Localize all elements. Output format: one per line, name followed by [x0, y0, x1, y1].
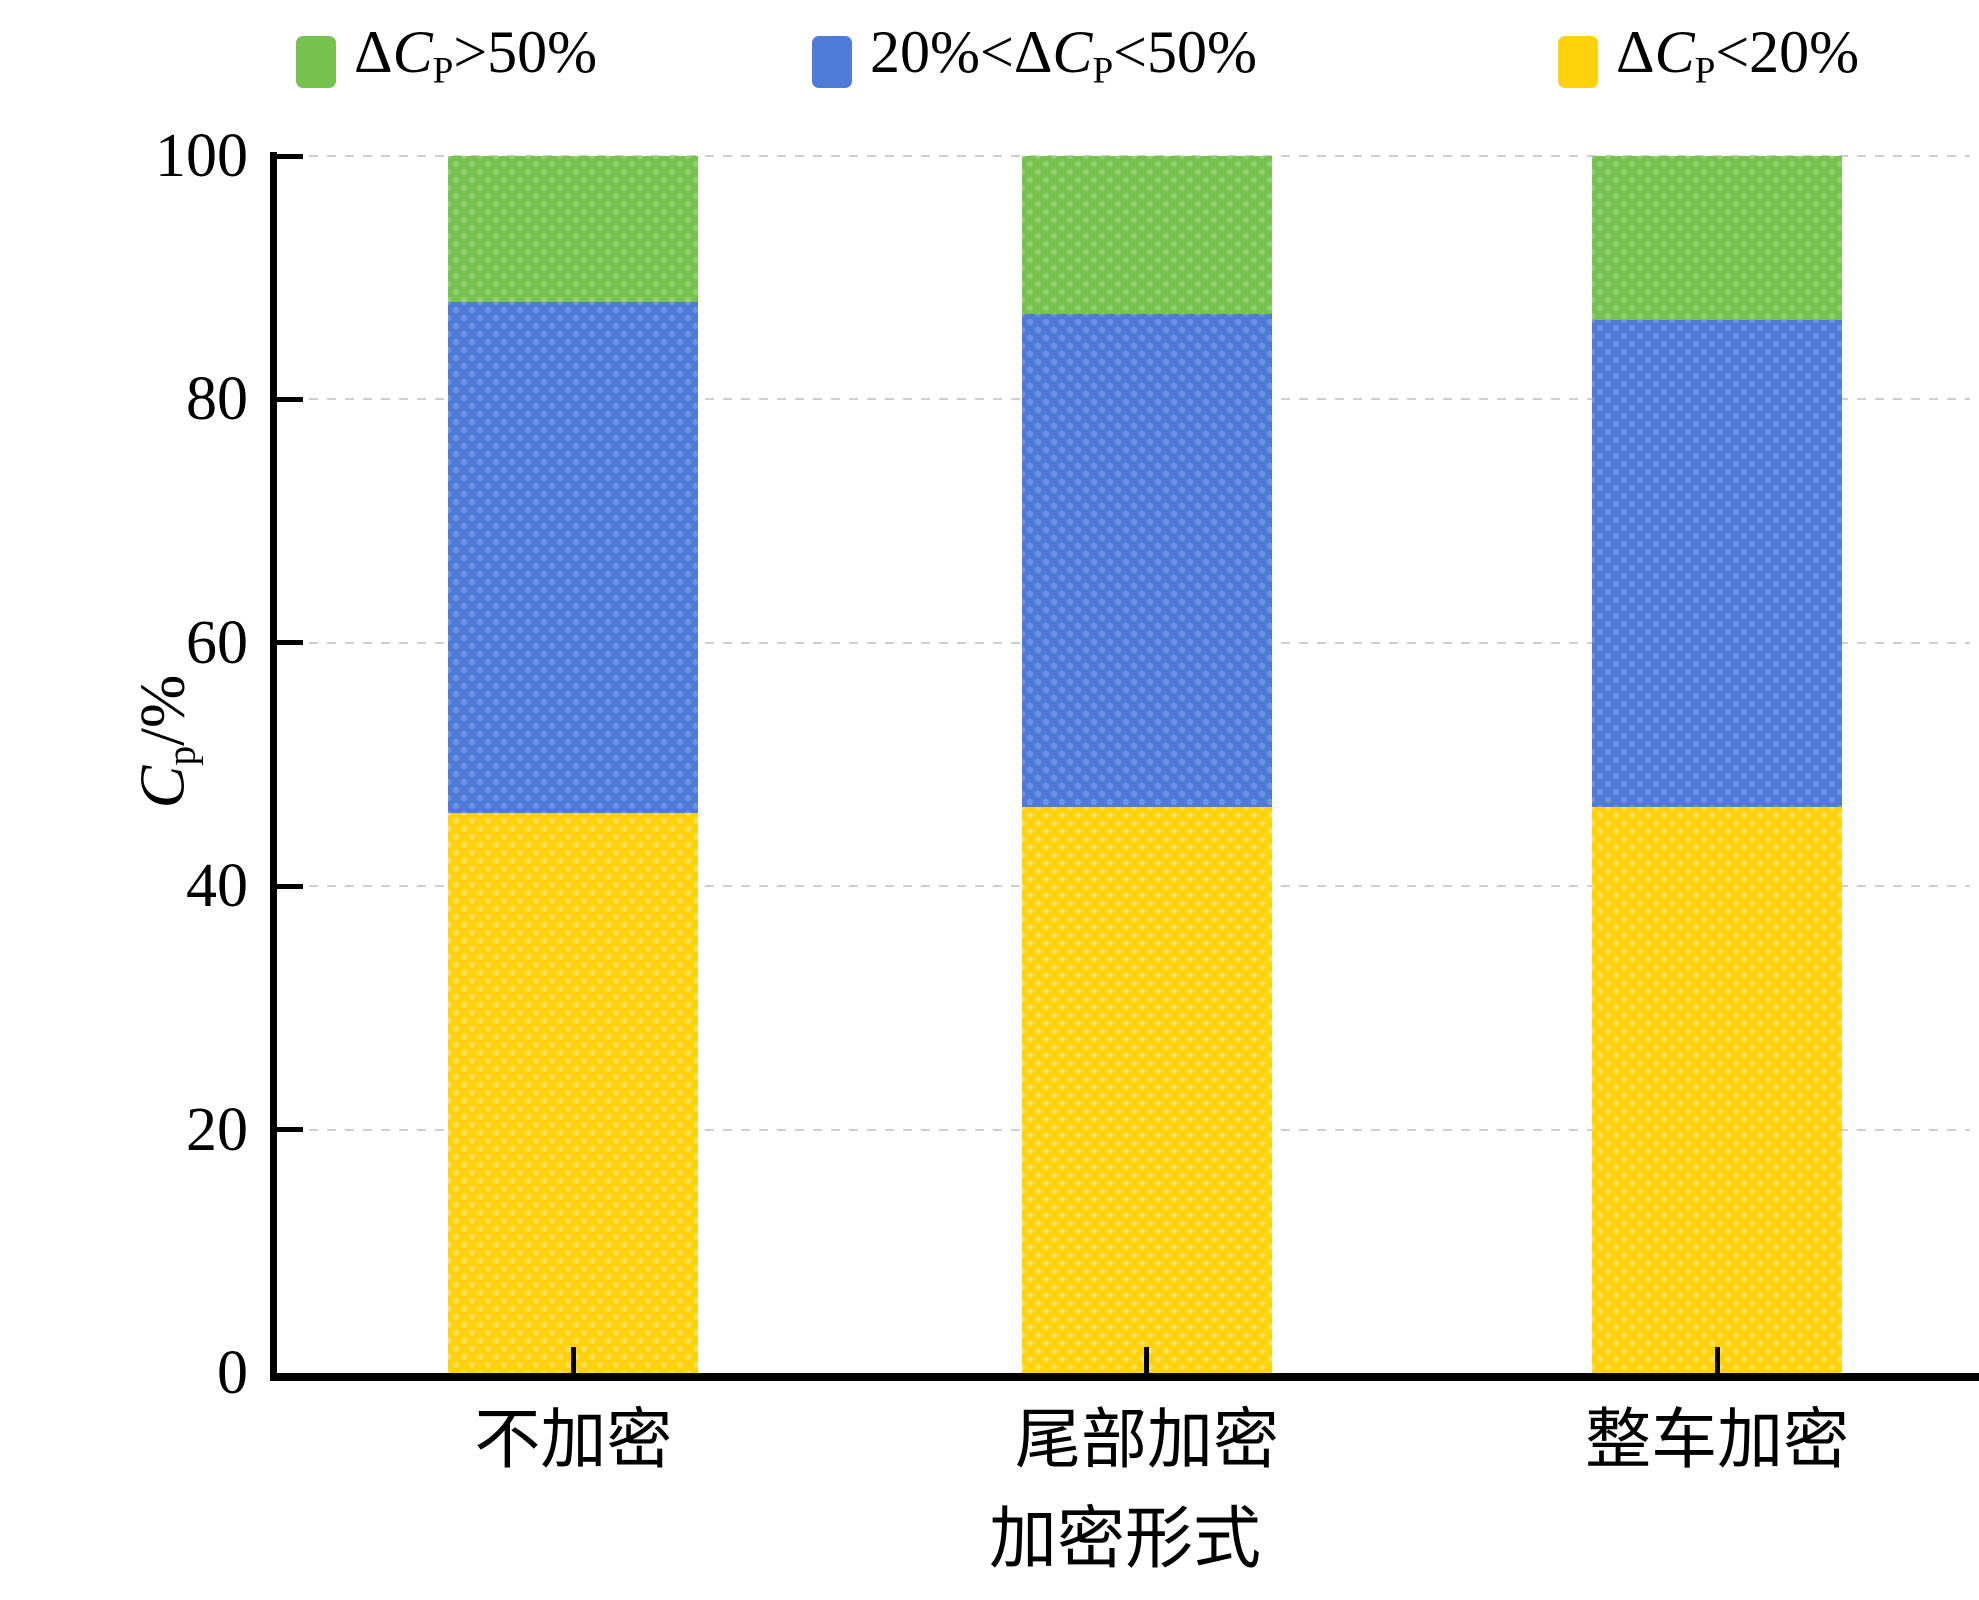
- x-category-label-整车加密: 整车加密: [1585, 1404, 1850, 1477]
- x-tick-尾部加密: [1144, 1347, 1150, 1373]
- legend-label-green: ΔCP>50%: [354, 19, 598, 92]
- x-axis-title: 加密形式: [988, 1501, 1261, 1577]
- bar-segment-不加密-ΔCP>50%: [448, 156, 699, 303]
- bar-整车加密: [1592, 156, 1843, 1373]
- legend-item-blue: 20%<ΔCP<50%: [812, 22, 1257, 101]
- legend-item-yellow: ΔCP<20%: [1558, 22, 1859, 101]
- legend-swatch-blue-icon: [812, 35, 852, 88]
- x-axis-spine: [270, 1373, 1979, 1381]
- x-category-label-尾部加密: 尾部加密: [1014, 1404, 1279, 1477]
- bar-segment-不加密-ΔCP<20%: [448, 813, 699, 1373]
- legend-label-yellow: ΔCP<20%: [1616, 19, 1860, 92]
- bar-segment-整车加密-ΔCP<20%: [1592, 807, 1843, 1373]
- y-tick-label-0: 0: [217, 1339, 248, 1407]
- bar-尾部加密: [1021, 156, 1272, 1373]
- plot-area: [273, 155, 1970, 1373]
- y-tick-100: [277, 153, 303, 159]
- bar-segment-尾部加密-ΔCP<20%: [1021, 807, 1272, 1373]
- x-tick-不加密: [570, 1347, 576, 1373]
- y-tick-label-60: 60: [186, 608, 248, 677]
- y-tick-label-100: 100: [155, 122, 248, 190]
- y-tick-80: [277, 396, 303, 402]
- gridline-100: [273, 155, 1970, 157]
- y-tick-20: [277, 1127, 303, 1133]
- legend-swatch-yellow-icon: [1558, 35, 1598, 88]
- bar-segment-不加密-20%<ΔCP<50%: [448, 302, 699, 814]
- y-tick-60: [277, 640, 303, 646]
- bar-segment-整车加密-ΔCP>50%: [1592, 156, 1843, 321]
- x-tick-整车加密: [1714, 1347, 1720, 1373]
- legend-swatch-green-icon: [296, 35, 336, 88]
- bar-segment-尾部加密-20%<ΔCP<50%: [1021, 314, 1272, 808]
- legend-label-blue: 20%<ΔCP<50%: [870, 19, 1257, 92]
- y-tick-label-80: 80: [186, 365, 248, 434]
- y-axis-spine: [270, 152, 277, 1380]
- y-tick-label-20: 20: [186, 1095, 248, 1164]
- bar-不加密: [448, 156, 699, 1373]
- legend-item-green: ΔCP>50%: [296, 22, 597, 101]
- x-category-label-不加密: 不加密: [474, 1404, 673, 1477]
- bar-segment-尾部加密-ΔCP>50%: [1021, 156, 1272, 315]
- y-tick-40: [277, 883, 303, 889]
- y-tick-label-40: 40: [186, 852, 248, 921]
- bar-segment-整车加密-20%<ΔCP<50%: [1592, 320, 1843, 808]
